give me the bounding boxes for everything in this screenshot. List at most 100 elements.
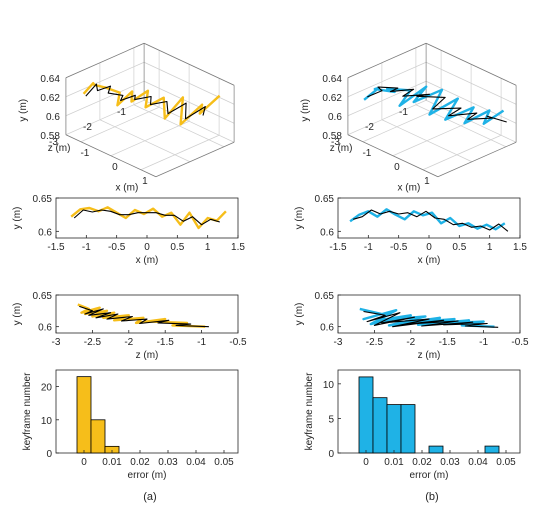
x-tick-label: 1.5 xyxy=(513,242,527,253)
x-tick-label: 0 xyxy=(394,162,400,173)
y-tick-label: 0.6 xyxy=(328,112,342,123)
x-tick-label: -0.5 xyxy=(511,337,529,348)
y-tick-label: 0.64 xyxy=(40,74,60,85)
panel-tag-b: (b) xyxy=(425,491,438,503)
z-tick-label: -3 xyxy=(49,137,58,148)
x-tick-label: 0.03 xyxy=(440,457,460,468)
x-tick-label: -1 xyxy=(82,242,91,253)
x-tick-label: 0 xyxy=(144,242,150,253)
x-axis-label: x (m) xyxy=(418,255,441,266)
x-tick-label: 0.02 xyxy=(130,457,150,468)
z-axis-label: z (m) xyxy=(330,143,353,154)
axis-line xyxy=(65,134,157,178)
x-tick-label: -2.5 xyxy=(84,337,102,348)
y-tick-label: 0.58 xyxy=(40,131,60,142)
x-tick-label: 1.5 xyxy=(231,242,245,253)
x-axis-label: z (m) xyxy=(136,350,159,361)
y-tick-label: 0.6 xyxy=(320,323,334,334)
histogram-bar xyxy=(358,376,374,454)
y-tick-label: 0.6 xyxy=(38,323,52,334)
y-tick-label: 0 xyxy=(328,449,334,460)
x-tick-label: 1 xyxy=(487,242,493,253)
y-axis-label: y (m) xyxy=(294,303,305,326)
histogram-bar xyxy=(76,376,92,454)
z-tick-label: -1 xyxy=(117,107,126,118)
axis-line xyxy=(155,141,235,178)
y-tick-label: 0.65 xyxy=(315,291,335,302)
zy-projection-plot-a: -3 -2.5 -2 -1.5 -1 -0.5 0.6 0.65 z (m) y (m) xyxy=(12,291,247,361)
y-axis-label: keyframe number xyxy=(22,372,33,450)
x-tick-label: 1 xyxy=(205,242,211,253)
z-tick-label: -2 xyxy=(83,122,92,133)
zy-projection-plot-b: -3 -2.5 -2 -1.5 -1 -0.5 0.6 0.65 z (m) y (m) xyxy=(294,291,529,361)
grid-line xyxy=(347,99,427,136)
grid-line xyxy=(140,134,220,171)
x-tick-label: -3 xyxy=(52,337,61,348)
x-axis-label: error (m) xyxy=(410,470,449,481)
grid-line xyxy=(422,134,502,171)
y-tick-label: 5 xyxy=(328,414,334,425)
x-tick-label: -0.5 xyxy=(229,337,247,348)
y-axis-label: y (m) xyxy=(12,207,23,230)
histogram-bar xyxy=(372,397,388,454)
x-tick-label: -1 xyxy=(362,148,371,159)
ground-truth-line xyxy=(73,209,220,226)
y-tick-label: 0.6 xyxy=(46,112,60,123)
x-axis-label: x (m) xyxy=(136,255,159,266)
ground-truth-3d xyxy=(85,83,206,120)
x-tick-label: -1.5 xyxy=(329,242,347,253)
y-tick-label: 0.6 xyxy=(320,227,334,238)
x-axis-label: z (m) xyxy=(418,350,441,361)
x-tick-label: -2 xyxy=(406,337,415,348)
x-tick-label: -1 xyxy=(197,337,206,348)
x-tick-label: -1 xyxy=(80,148,89,159)
histogram-bar xyxy=(484,445,500,454)
grid-line xyxy=(99,119,191,163)
x-tick-label: 1 xyxy=(424,176,430,187)
x-tick-label: -1 xyxy=(364,242,373,253)
x-tick-label: 0.04 xyxy=(186,457,206,468)
xy-projection-plot-a: -1.5 -1 -0.5 0 0.5 1 1.5 0.6 0.65 x (m) y (m) xyxy=(12,194,245,266)
box-edge xyxy=(65,42,145,79)
y-axis-label: y (m) xyxy=(294,207,305,230)
histogram-bar xyxy=(428,445,444,454)
x-tick-label: 0.05 xyxy=(214,457,234,468)
error-histogram-b: 0 0.01 0.02 0.03 0.04 0.05 0 5 10 error (m) keyfra… xyxy=(304,369,521,481)
grid-line xyxy=(381,119,473,163)
ground-truth-line xyxy=(79,305,209,328)
x-tick-label: 0.03 xyxy=(158,457,178,468)
x-tick-label: 0.01 xyxy=(384,457,404,468)
x-tick-label: -1 xyxy=(479,337,488,348)
x-tick-label: 0.04 xyxy=(468,457,488,468)
trajectory-3d-plot-b: 0.58 0.6 0.62 0.64 -1 0 1 -3 -2 -1 y (m) x (m) z (m) xyxy=(300,42,517,194)
grid-line xyxy=(362,106,442,143)
y-tick-label: 10 xyxy=(41,416,53,427)
grid-line xyxy=(133,104,225,148)
y-tick-label: 0.65 xyxy=(33,291,53,302)
y-tick-label: 0 xyxy=(46,449,52,460)
x-axis-label: x (m) xyxy=(398,183,421,194)
x-tick-label: 0 xyxy=(81,457,87,468)
trajectory-3d-plot-a: 0.58 0.6 0.62 0.64 -1 0 1 -3 -2 -1 y (m) x (m) z (m) xyxy=(18,42,235,194)
x-tick-label: -2.5 xyxy=(366,337,384,348)
y-tick-label: 0.62 xyxy=(40,93,60,104)
x-axis-label: error (m) xyxy=(128,470,167,481)
x-tick-label: -3 xyxy=(334,337,343,348)
x-tick-label: 0.5 xyxy=(452,242,466,253)
y-axis-label: y (m) xyxy=(12,303,23,326)
z-axis-label: z (m) xyxy=(48,143,71,154)
ground-truth-line xyxy=(363,310,499,328)
xy-projection-plot-b: -1.5 -1 -0.5 0 0.5 1 1.5 0.6 0.65 x (m) y (m) xyxy=(294,194,527,266)
x-tick-label: 0.02 xyxy=(412,457,432,468)
x-tick-label: 0 xyxy=(363,457,369,468)
box-edge xyxy=(425,42,517,86)
x-tick-label: 0 xyxy=(426,242,432,253)
plot-frame xyxy=(55,294,239,334)
ground-truth-3d xyxy=(367,86,507,123)
y-tick-label: 0.58 xyxy=(322,131,342,142)
x-axis-label: x (m) xyxy=(116,183,139,194)
y-tick-label: 0.6 xyxy=(38,227,52,238)
x-tick-label: -1.5 xyxy=(47,242,65,253)
panel-tag-a: (a) xyxy=(143,491,156,503)
grid-line xyxy=(347,61,427,98)
